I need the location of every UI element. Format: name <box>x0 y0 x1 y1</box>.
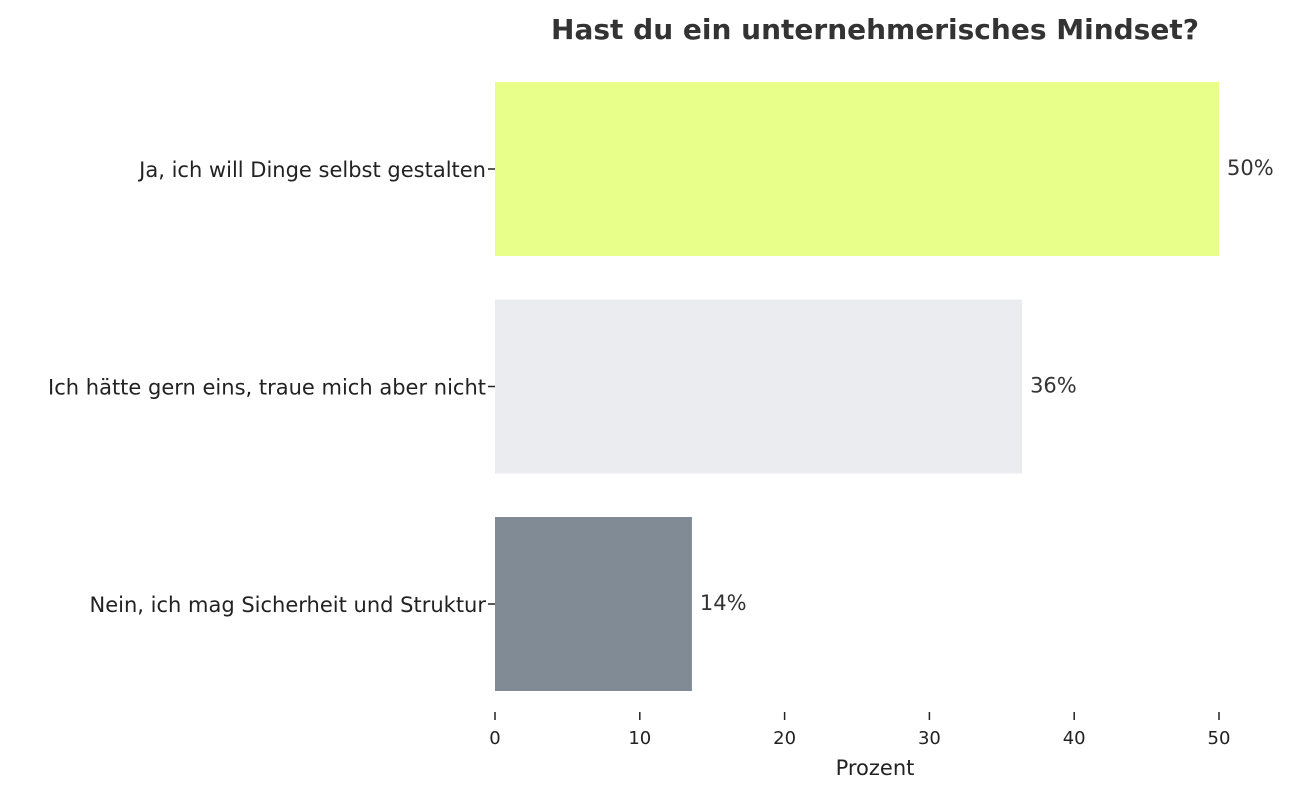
bar <box>495 299 1023 474</box>
category-labels-group: Ja, ich will Dinge selbst gestalten Ich h… <box>48 158 495 617</box>
y-tick-label: Ich hätte gern eins, traue mich aber nic… <box>48 376 486 400</box>
bar <box>495 517 692 691</box>
bar <box>495 82 1219 256</box>
data-label: 50% <box>1227 156 1274 180</box>
x-axis-label: Prozent <box>836 756 915 780</box>
data-label: 36% <box>1030 374 1077 398</box>
x-tick-label: 30 <box>918 728 941 749</box>
chart-title: Hast du ein unternehmerisches Mindset? <box>551 13 1199 46</box>
x-tick-label: 50 <box>1208 728 1231 749</box>
y-tick-label: Ja, ich will Dinge selbst gestalten <box>137 158 486 182</box>
x-tick-label: 10 <box>628 728 651 749</box>
x-tick-label: 0 <box>489 728 500 749</box>
bars-group <box>495 82 1219 691</box>
x-tick-label: 20 <box>773 728 796 749</box>
x-tick-label: 40 <box>1063 728 1086 749</box>
data-label: 14% <box>700 591 747 615</box>
x-axis: 0 10 20 30 40 50 <box>489 712 1230 749</box>
value-labels-group: 50% 36% 14% <box>700 156 1274 615</box>
y-tick-label: Nein, ich mag Sicherheit und Struktur <box>90 593 487 617</box>
